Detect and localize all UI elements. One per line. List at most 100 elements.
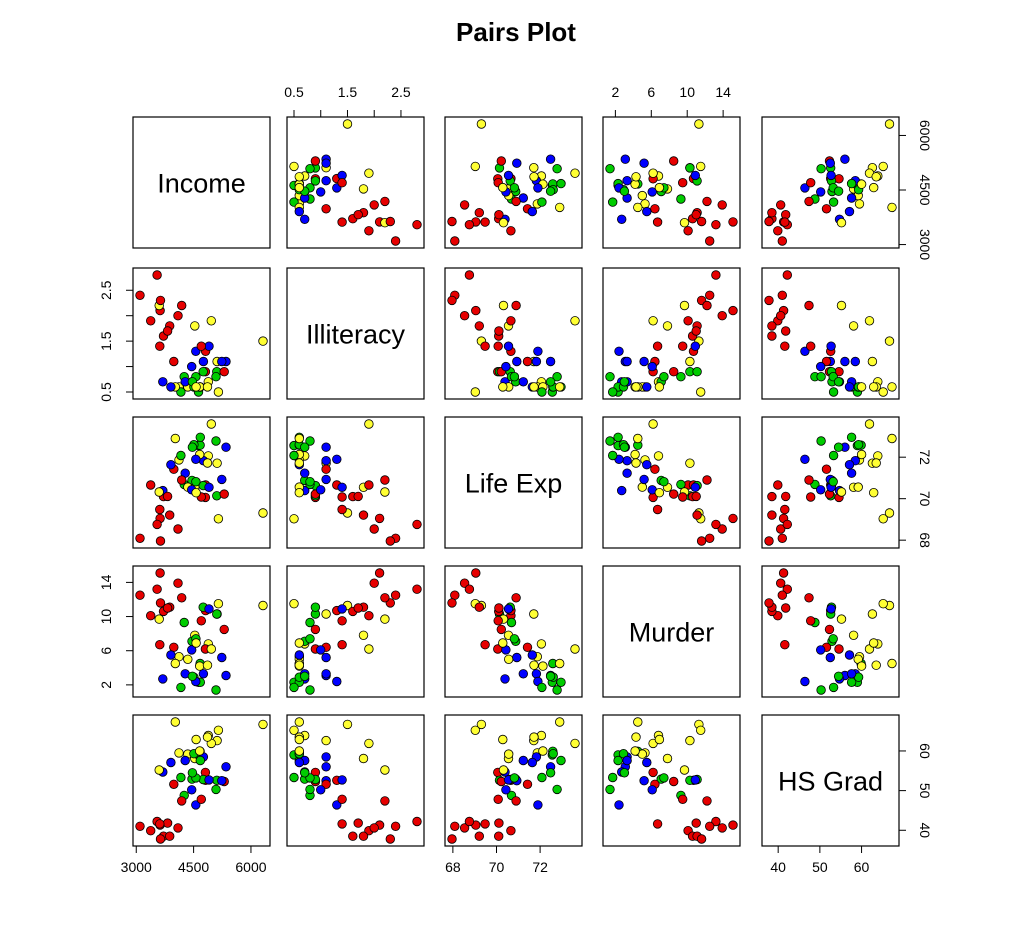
panel-frame <box>444 416 583 549</box>
data-point <box>570 168 580 178</box>
data-point <box>195 755 206 766</box>
data-point <box>380 796 390 806</box>
variable-label-murder: Murder <box>629 618 715 648</box>
data-point <box>152 584 162 594</box>
data-point <box>494 603 504 613</box>
data-point <box>498 638 508 648</box>
panel-hs-grad-vs-illiteracy <box>286 714 425 847</box>
variable-label-illiteracy: Illiteracy <box>306 320 406 350</box>
axis-right-life-exp: 68 70 72 <box>898 449 933 548</box>
data-point <box>512 158 522 168</box>
data-point <box>631 172 641 182</box>
data-point <box>498 300 509 311</box>
data-point <box>538 746 548 756</box>
data-point <box>364 611 374 621</box>
data-point <box>164 510 175 520</box>
data-point <box>162 491 173 502</box>
data-point <box>187 671 198 682</box>
panel-hs-grad-vs-murder <box>602 714 741 847</box>
data-point <box>816 436 826 446</box>
tick-label: 14 <box>715 84 731 100</box>
data-point <box>470 161 481 172</box>
data-point <box>887 202 897 213</box>
data-point <box>204 775 214 785</box>
data-point <box>821 464 832 474</box>
data-point <box>316 785 326 795</box>
data-point <box>816 645 826 655</box>
panel-illiteracy-vs-hs-grad <box>761 267 900 400</box>
data-point <box>728 305 738 316</box>
data-point <box>871 458 881 468</box>
data-point <box>169 779 179 790</box>
data-point <box>194 661 205 671</box>
data-point <box>717 200 727 210</box>
data-point <box>538 661 548 671</box>
data-point <box>806 177 816 188</box>
data-point <box>447 216 457 227</box>
data-point <box>696 216 707 227</box>
data-point <box>622 755 632 766</box>
data-point <box>776 311 786 321</box>
data-point <box>135 533 145 544</box>
data-point <box>509 183 520 193</box>
data-point <box>828 634 838 644</box>
data-point <box>804 593 814 603</box>
data-point <box>878 514 888 524</box>
data-point <box>692 510 702 520</box>
data-point <box>864 316 875 326</box>
data-point <box>777 236 788 246</box>
data-point <box>337 504 347 515</box>
data-point <box>806 492 816 502</box>
data-point <box>608 450 618 461</box>
data-point <box>780 504 790 515</box>
data-point <box>198 356 209 367</box>
data-point <box>316 645 326 655</box>
data-point <box>470 387 481 397</box>
data-point <box>764 598 774 608</box>
data-point <box>622 456 632 466</box>
data-point <box>828 682 839 693</box>
data-point <box>213 514 224 524</box>
data-point <box>556 178 566 189</box>
data-point <box>173 524 183 534</box>
data-point <box>364 419 374 429</box>
data-point <box>176 682 186 693</box>
data-point <box>652 217 663 227</box>
data-point <box>412 219 422 230</box>
data-point <box>506 316 516 326</box>
data-point <box>196 616 207 626</box>
data-point <box>884 336 895 346</box>
data-point <box>412 584 422 594</box>
data-point <box>608 197 618 207</box>
tick-label: 1.5 <box>98 331 114 351</box>
data-point <box>158 674 168 684</box>
data-point <box>867 609 878 619</box>
data-point <box>221 442 231 452</box>
data-point <box>840 356 850 367</box>
data-point <box>374 513 385 524</box>
tick-label: 60 <box>917 743 933 759</box>
data-point <box>258 600 268 611</box>
data-point <box>173 578 183 588</box>
tick-label: 2 <box>98 681 114 689</box>
data-point <box>471 305 481 316</box>
data-point <box>545 768 556 778</box>
data-point <box>212 609 222 619</box>
data-point <box>537 197 547 207</box>
data-point <box>652 504 663 515</box>
data-point <box>705 290 715 301</box>
data-point <box>202 660 213 670</box>
panel-income-vs-life-exp <box>444 116 583 249</box>
data-point <box>527 757 538 768</box>
data-point <box>633 433 643 444</box>
data-point <box>186 785 197 795</box>
data-point <box>480 341 490 351</box>
tick-label: 68 <box>917 532 933 548</box>
data-point <box>380 196 390 207</box>
data-point <box>305 685 315 695</box>
tick-label: 2 <box>611 84 619 100</box>
data-point <box>856 661 867 671</box>
data-point <box>476 119 487 129</box>
data-point <box>702 475 712 485</box>
